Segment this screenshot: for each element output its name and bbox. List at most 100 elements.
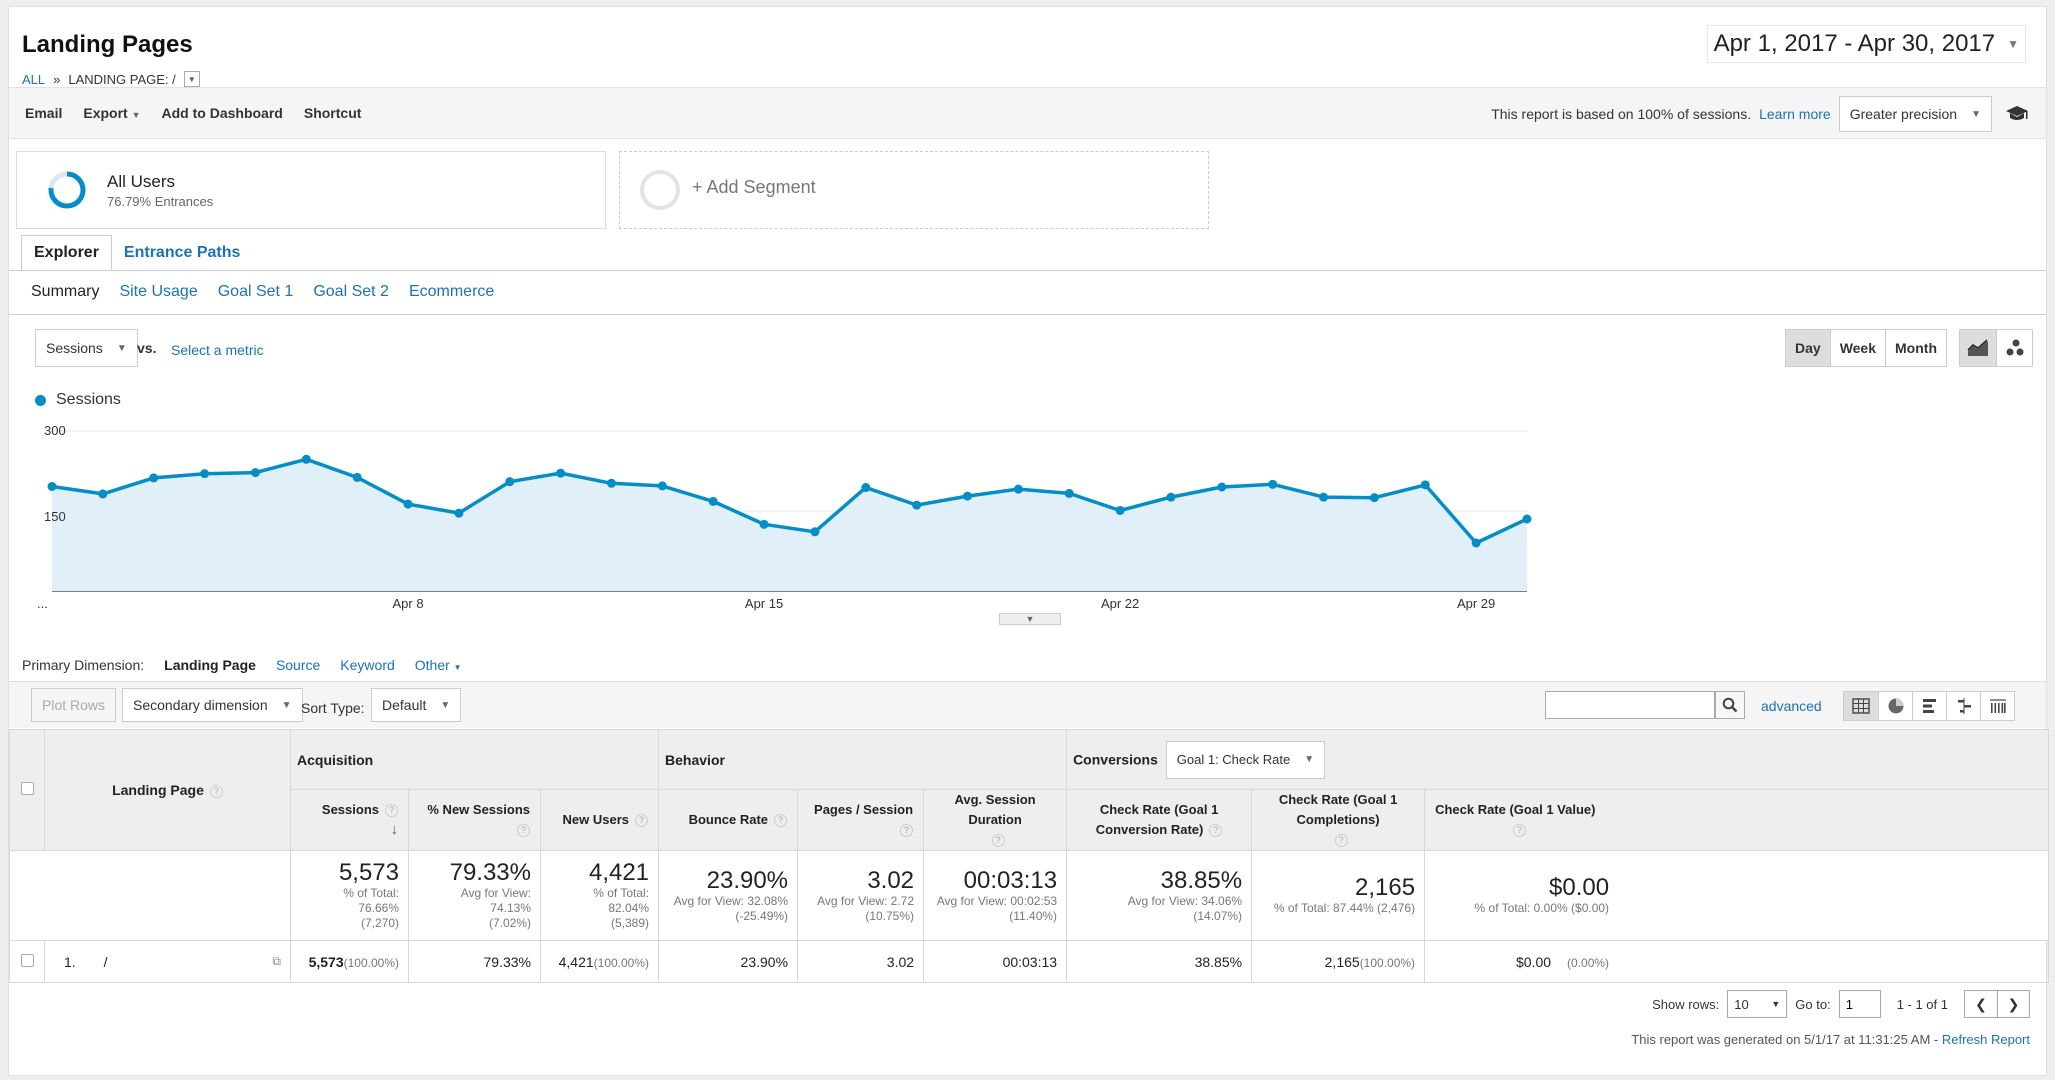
goto-input[interactable] xyxy=(1838,990,1881,1018)
col-new-sessions[interactable]: % New Sessions? xyxy=(408,789,541,851)
shortcut-button[interactable]: Shortcut xyxy=(303,105,362,121)
show-rows-select[interactable]: 10 ▼ xyxy=(1727,990,1788,1018)
goal-select[interactable]: Goal 1: Check Rate ▼ xyxy=(1165,740,1326,779)
data-point[interactable] xyxy=(1115,505,1125,515)
dimension-keyword[interactable]: Keyword xyxy=(340,657,395,673)
help-icon[interactable]: ? xyxy=(774,814,788,828)
data-point[interactable] xyxy=(810,527,820,537)
chart-collapse-handle[interactable]: ▼ xyxy=(999,613,1061,625)
data-point[interactable] xyxy=(1471,538,1481,548)
day-button[interactable]: Day xyxy=(1786,330,1830,366)
help-icon[interactable]: ? xyxy=(991,834,1005,848)
breadcrumb-all-link[interactable]: ALL xyxy=(22,71,46,87)
data-point[interactable] xyxy=(454,508,464,518)
data-point[interactable] xyxy=(1064,488,1074,498)
help-icon[interactable]: ? xyxy=(635,814,649,828)
data-point[interactable] xyxy=(1319,492,1329,502)
data-point[interactable] xyxy=(149,473,159,483)
subtab-goal-set-2[interactable]: Goal Set 2 xyxy=(313,283,389,300)
landing-page-header[interactable]: Landing Page? xyxy=(44,729,291,851)
data-point[interactable] xyxy=(1217,482,1227,492)
performance-view-icon[interactable] xyxy=(1912,692,1946,720)
month-button[interactable]: Month xyxy=(1885,330,1946,366)
help-icon[interactable]: ? xyxy=(900,824,914,838)
data-point[interactable] xyxy=(505,477,515,487)
help-icon[interactable]: ? xyxy=(1334,834,1348,848)
data-point[interactable] xyxy=(1369,493,1379,503)
email-button[interactable]: Email xyxy=(25,105,63,121)
precision-select[interactable]: Greater precision ▼ xyxy=(1838,96,1992,132)
subtab-site-usage[interactable]: Site Usage xyxy=(119,283,198,300)
data-point[interactable] xyxy=(912,500,922,510)
subtab-goal-set-1[interactable]: Goal Set 1 xyxy=(217,283,294,300)
data-point[interactable] xyxy=(708,496,718,506)
col-pages-session[interactable]: Pages / Session? xyxy=(797,789,925,851)
prev-page-button[interactable]: ❮ xyxy=(1965,991,1997,1017)
help-icon[interactable]: ? xyxy=(1209,824,1223,838)
data-point[interactable] xyxy=(1522,514,1532,524)
data-table-view-icon[interactable] xyxy=(1844,692,1878,720)
sort-type-select[interactable]: Default ▼ xyxy=(371,688,462,722)
data-point[interactable] xyxy=(352,472,362,482)
data-point[interactable] xyxy=(1013,484,1023,494)
help-icon[interactable]: ? xyxy=(1513,824,1527,838)
breadcrumb-dropdown-icon[interactable]: ▼ xyxy=(183,71,200,87)
col-value[interactable]: Check Rate (Goal 1 Value)? xyxy=(1424,789,2050,851)
help-icon[interactable]: ? xyxy=(517,824,530,838)
dimension-landing-page[interactable]: Landing Page xyxy=(164,657,256,673)
pie-chart-view-icon[interactable] xyxy=(1878,692,1912,720)
data-point[interactable] xyxy=(759,519,769,529)
export-button[interactable]: Export ▼ xyxy=(83,105,140,121)
secondary-dimension-select[interactable]: Secondary dimension ▼ xyxy=(122,688,303,722)
data-point[interactable] xyxy=(47,481,57,491)
plot-rows-button[interactable]: Plot Rows xyxy=(31,688,117,722)
metric-select[interactable]: Sessions ▼ xyxy=(35,329,138,367)
segment-all-users[interactable]: All Users 76.79% Entrances xyxy=(16,151,606,229)
data-point[interactable] xyxy=(861,483,871,493)
select-metric-link[interactable]: Select a metric xyxy=(171,342,264,358)
external-link-icon[interactable]: ⧉ xyxy=(272,953,281,968)
tab-explorer[interactable]: Explorer xyxy=(21,235,112,271)
table-search-input[interactable] xyxy=(1545,691,1715,719)
select-all-checkbox[interactable] xyxy=(20,782,34,795)
data-point[interactable] xyxy=(250,468,260,478)
date-range-picker[interactable]: Apr 1, 2017 - Apr 30, 2017 ▼ xyxy=(1706,25,2026,63)
col-avg-duration[interactable]: Avg. Session Duration? xyxy=(923,789,1068,851)
advanced-filter-link[interactable]: advanced xyxy=(1761,698,1822,714)
add-to-dashboard-button[interactable]: Add to Dashboard xyxy=(161,105,283,121)
data-point[interactable] xyxy=(1420,480,1430,490)
subtab-ecommerce[interactable]: Ecommerce xyxy=(408,283,495,300)
data-point[interactable] xyxy=(1268,479,1278,489)
data-point[interactable] xyxy=(1166,492,1176,502)
data-point[interactable] xyxy=(963,491,973,501)
data-point[interactable] xyxy=(98,489,108,499)
term-cloud-view-icon[interactable] xyxy=(1980,692,2014,720)
row-checkbox[interactable] xyxy=(20,953,34,967)
week-button[interactable]: Week xyxy=(1829,330,1886,366)
data-point[interactable] xyxy=(606,478,616,488)
help-icon[interactable]: ? xyxy=(209,784,223,798)
col-bounce-rate[interactable]: Bounce Rate? xyxy=(658,789,799,851)
tab-entrance-paths[interactable]: Entrance Paths xyxy=(123,244,241,261)
col-conv-rate[interactable]: Check Rate (Goal 1 Conversion Rate)? xyxy=(1066,789,1253,851)
data-point[interactable] xyxy=(301,454,311,464)
next-page-button[interactable]: ❯ xyxy=(1997,991,2029,1017)
search-icon[interactable] xyxy=(1715,691,1745,719)
dimension-other[interactable]: Other ▼ xyxy=(415,657,462,673)
line-chart-icon[interactable] xyxy=(1960,330,1996,366)
comparison-view-icon[interactable] xyxy=(1946,692,1980,720)
row-landing-page-link[interactable]: / xyxy=(103,953,108,970)
data-point[interactable] xyxy=(556,468,566,478)
data-point[interactable] xyxy=(403,499,413,509)
subtab-summary[interactable]: Summary xyxy=(31,283,100,300)
learn-more-link[interactable]: Learn more xyxy=(1759,106,1831,122)
data-point[interactable] xyxy=(200,469,210,479)
motion-chart-icon[interactable] xyxy=(1996,330,2032,366)
refresh-report-link[interactable]: Refresh Report xyxy=(1941,1032,2030,1047)
data-point[interactable] xyxy=(657,481,667,491)
dimension-source[interactable]: Source xyxy=(275,657,321,673)
help-icon[interactable]: ? xyxy=(385,804,398,818)
col-sessions[interactable]: Sessions? ↓ xyxy=(290,789,409,851)
graduation-cap-icon[interactable] xyxy=(2004,101,2030,127)
col-completions[interactable]: Check Rate (Goal 1 Completions)? xyxy=(1251,789,1426,851)
